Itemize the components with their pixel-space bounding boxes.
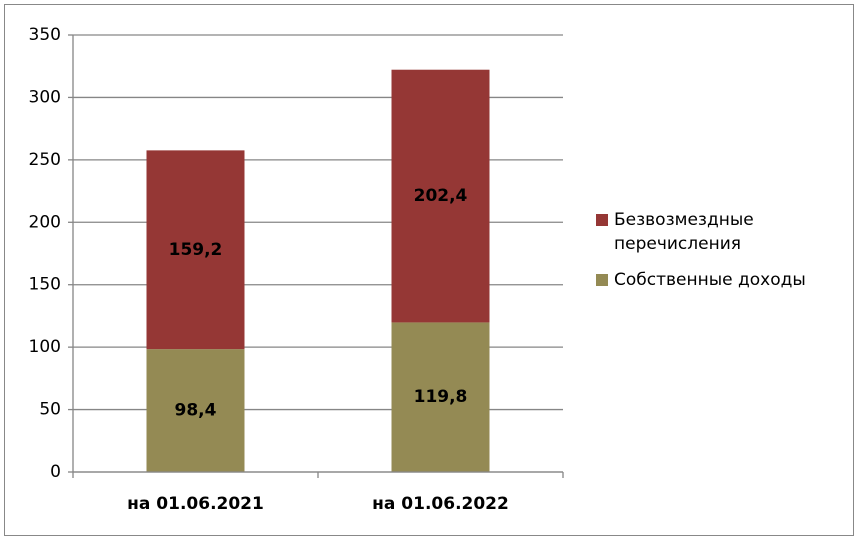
- x-tick-label: на 01.06.2022: [372, 494, 509, 514]
- legend-swatch: [596, 274, 608, 286]
- data-label: 98,4: [175, 401, 217, 421]
- legend-entry: Безвозмездные перечисления: [596, 208, 846, 256]
- bar-segment: [146, 349, 245, 472]
- legend: Безвозмездные перечисления Собственные до…: [596, 208, 846, 304]
- y-tick-label: 0: [50, 462, 61, 482]
- legend-swatch: [596, 214, 608, 226]
- y-tick-label: 50: [39, 400, 61, 420]
- y-tick-label: 200: [29, 212, 61, 232]
- data-label: 202,4: [414, 186, 468, 206]
- y-tick-label: 100: [29, 337, 61, 357]
- legend-entry: Собственные доходы: [596, 268, 846, 292]
- x-tick-label: на 01.06.2021: [127, 494, 264, 514]
- y-tick-label: 300: [29, 87, 61, 107]
- chart-frame: [4, 4, 854, 536]
- data-label: 119,8: [414, 387, 468, 407]
- bar-segment: [146, 150, 245, 350]
- legend-label: Безвозмездные перечисления: [614, 210, 754, 254]
- legend-label: Собственные доходы: [614, 270, 806, 290]
- data-label: 159,2: [169, 240, 223, 260]
- y-tick-label: 250: [29, 150, 61, 170]
- y-tick-label: 350: [29, 25, 61, 45]
- y-tick-label: 150: [29, 275, 61, 295]
- bar-segment: [391, 69, 490, 323]
- bar-segment: [391, 322, 490, 472]
